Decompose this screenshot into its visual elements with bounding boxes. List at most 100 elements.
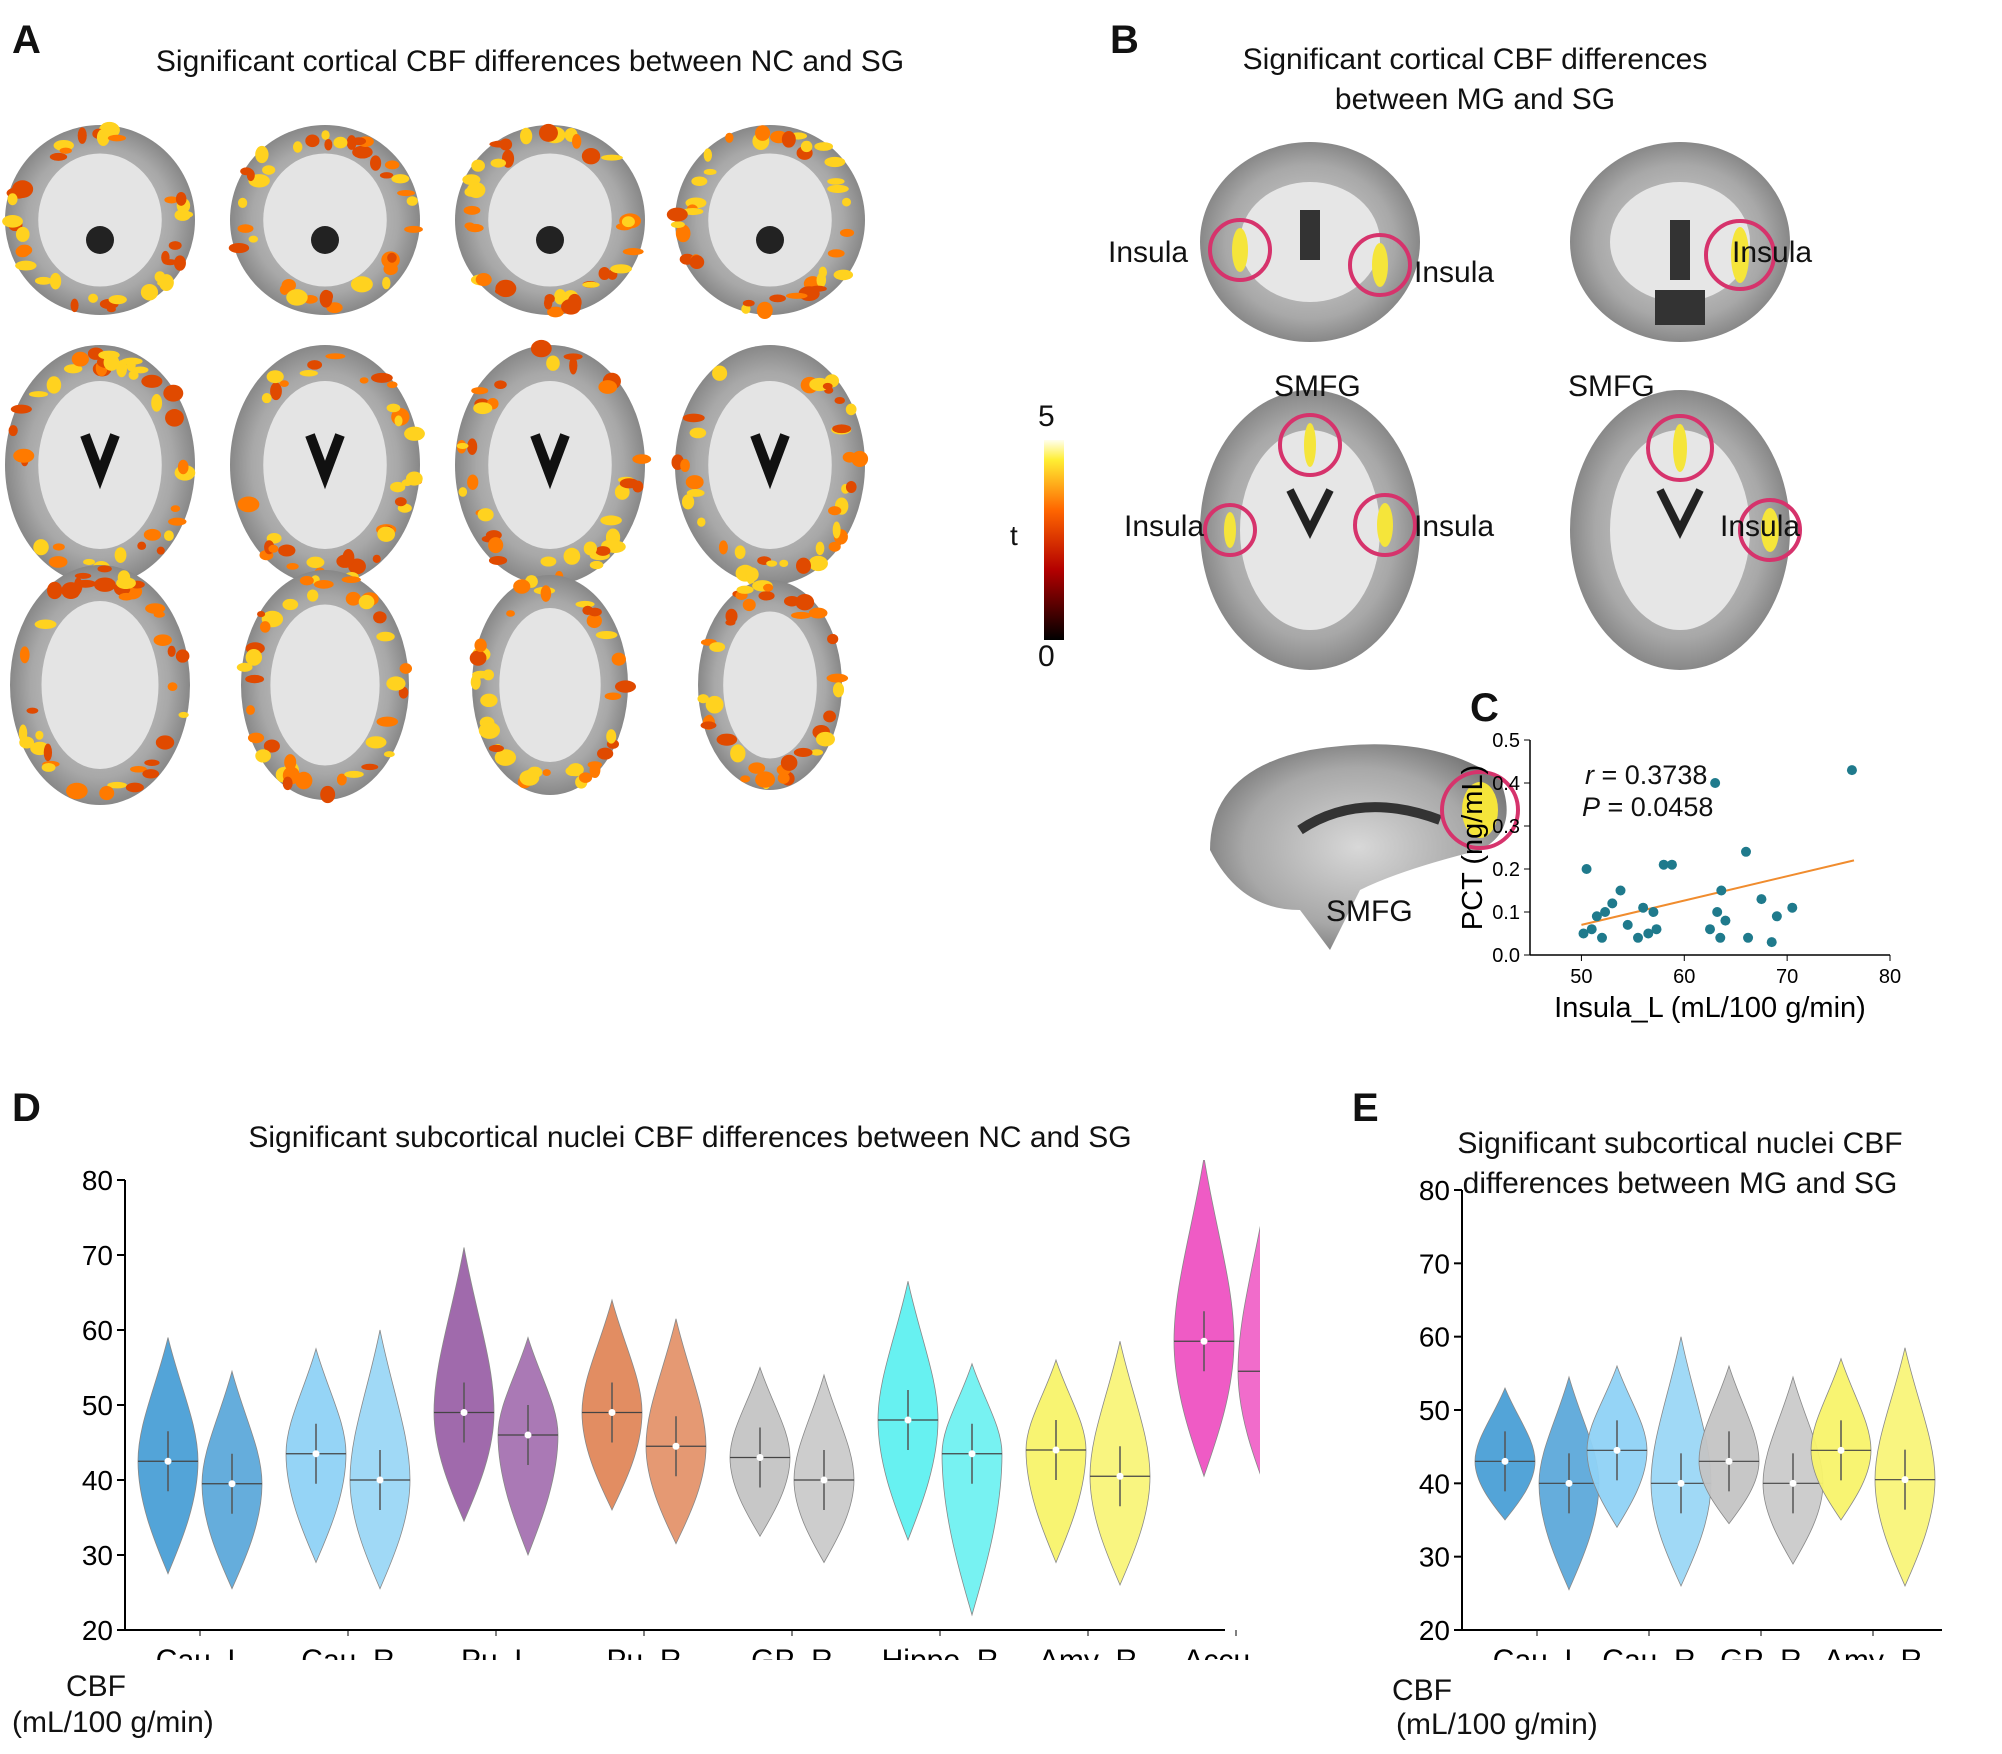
brain-slice-a (236, 570, 413, 804)
activation-blob (261, 392, 272, 404)
brain-slice-a (666, 125, 865, 319)
c-ytick-label: 0.1 (1492, 902, 1520, 924)
activation-blob (383, 262, 398, 276)
activation-blob (563, 353, 583, 360)
activation-blob (670, 221, 685, 229)
activation-blob (306, 556, 325, 569)
activation-blob (734, 545, 746, 559)
activation-blob (61, 582, 81, 600)
violin-median-dot (376, 1476, 384, 1484)
c-xlabel: Insula_L (mL/100 g/min) (1554, 992, 1866, 1024)
ytick-label: 20 (82, 1615, 113, 1646)
activation-blob (7, 193, 18, 206)
activation-blob (814, 142, 834, 151)
activation-blob (756, 301, 773, 319)
ytick-label: 40 (1419, 1468, 1450, 1499)
sagittal-slice-b (1210, 744, 1520, 950)
activation-blob (107, 781, 127, 789)
activation-blob (282, 776, 293, 791)
activation-blob (763, 583, 774, 592)
category-label: Amy_R (1039, 1644, 1137, 1660)
activation-blob (361, 763, 379, 771)
activation-blob (15, 260, 37, 271)
brainstem (311, 226, 339, 254)
activation-blob (246, 705, 255, 715)
ytick-label: 60 (1419, 1322, 1450, 1353)
activation-blob (398, 686, 409, 699)
activation-blob (41, 762, 56, 772)
category-label: GP_R (1720, 1644, 1802, 1660)
activation-blob (114, 547, 127, 563)
activation-blob (168, 517, 187, 526)
activation-blob (387, 252, 397, 263)
activation-blob (583, 541, 597, 556)
colorbar (1044, 440, 1064, 640)
activation-blob (268, 544, 279, 553)
activation-blob (342, 548, 355, 567)
d-ylabel-line2: (mL/100 g/min) (12, 1706, 214, 1739)
activation-blob (116, 577, 136, 590)
activation-blob (237, 197, 248, 209)
activation-blob (785, 292, 808, 299)
activation-blob (822, 382, 833, 390)
brain-white-matter (41, 601, 159, 769)
violin-median-dot (1501, 1457, 1509, 1465)
activation-blob (175, 649, 190, 663)
label-insula-5: Insula (1414, 510, 1495, 543)
activation-blob (824, 156, 846, 168)
activation-blob (365, 736, 387, 749)
activation-blob (93, 577, 116, 592)
activation-blob (755, 771, 776, 788)
ytick-label: 80 (1419, 1175, 1450, 1206)
violin-median-dot (460, 1409, 468, 1416)
activation-blob (259, 621, 271, 633)
activation-blob (473, 402, 493, 415)
c-point (1633, 932, 1643, 943)
activation-blob (742, 598, 756, 612)
activation-blob (358, 594, 375, 610)
activation-blob (16, 244, 33, 256)
activation-blob (705, 695, 724, 714)
activation-blob (386, 403, 401, 413)
activation-blob (282, 598, 299, 611)
activation-blob (237, 224, 254, 233)
activation-blob (582, 281, 600, 288)
activation-blob (758, 591, 775, 601)
activation-blob (742, 299, 755, 307)
activation-blob (736, 585, 754, 594)
c-xtick-label: 50 (1570, 966, 1592, 988)
panel-letter-b: B (1110, 18, 1139, 62)
violin-median-dot (524, 1431, 532, 1439)
activation-blob (680, 458, 690, 473)
panel-letter-e: E (1352, 1086, 1379, 1130)
activation-blob (46, 376, 62, 394)
violin-median-dot (1565, 1479, 1573, 1487)
activation-blob (108, 295, 127, 305)
violin-median-dot (164, 1457, 172, 1465)
activation-blob (689, 255, 705, 270)
activation-blob (462, 174, 481, 186)
activation-blob (351, 137, 367, 146)
brain-white-matter (488, 153, 612, 287)
c-point (1766, 937, 1777, 948)
activation-blob (832, 424, 852, 434)
activation-blob (845, 403, 857, 416)
activation-blob (2, 215, 23, 228)
activation-blob (173, 255, 186, 271)
e-ylabel-line2: (mL/100 g/min) (1396, 1708, 1598, 1741)
activation-blob (809, 285, 827, 292)
activation-blob (237, 496, 260, 513)
activation-blob (598, 266, 611, 281)
activation-blob (132, 366, 149, 374)
activation-blob (248, 235, 259, 243)
activation-blob (142, 769, 160, 779)
activation-blob (405, 471, 423, 486)
activation-blob (386, 381, 398, 389)
activation-blob (386, 676, 406, 691)
ytick-label: 50 (82, 1390, 113, 1421)
activation-blob (488, 537, 504, 554)
c-point (1712, 907, 1723, 917)
activation-blob (666, 207, 688, 222)
c-ytick-label: 0.5 (1492, 730, 1520, 752)
activation-blob (604, 692, 622, 700)
